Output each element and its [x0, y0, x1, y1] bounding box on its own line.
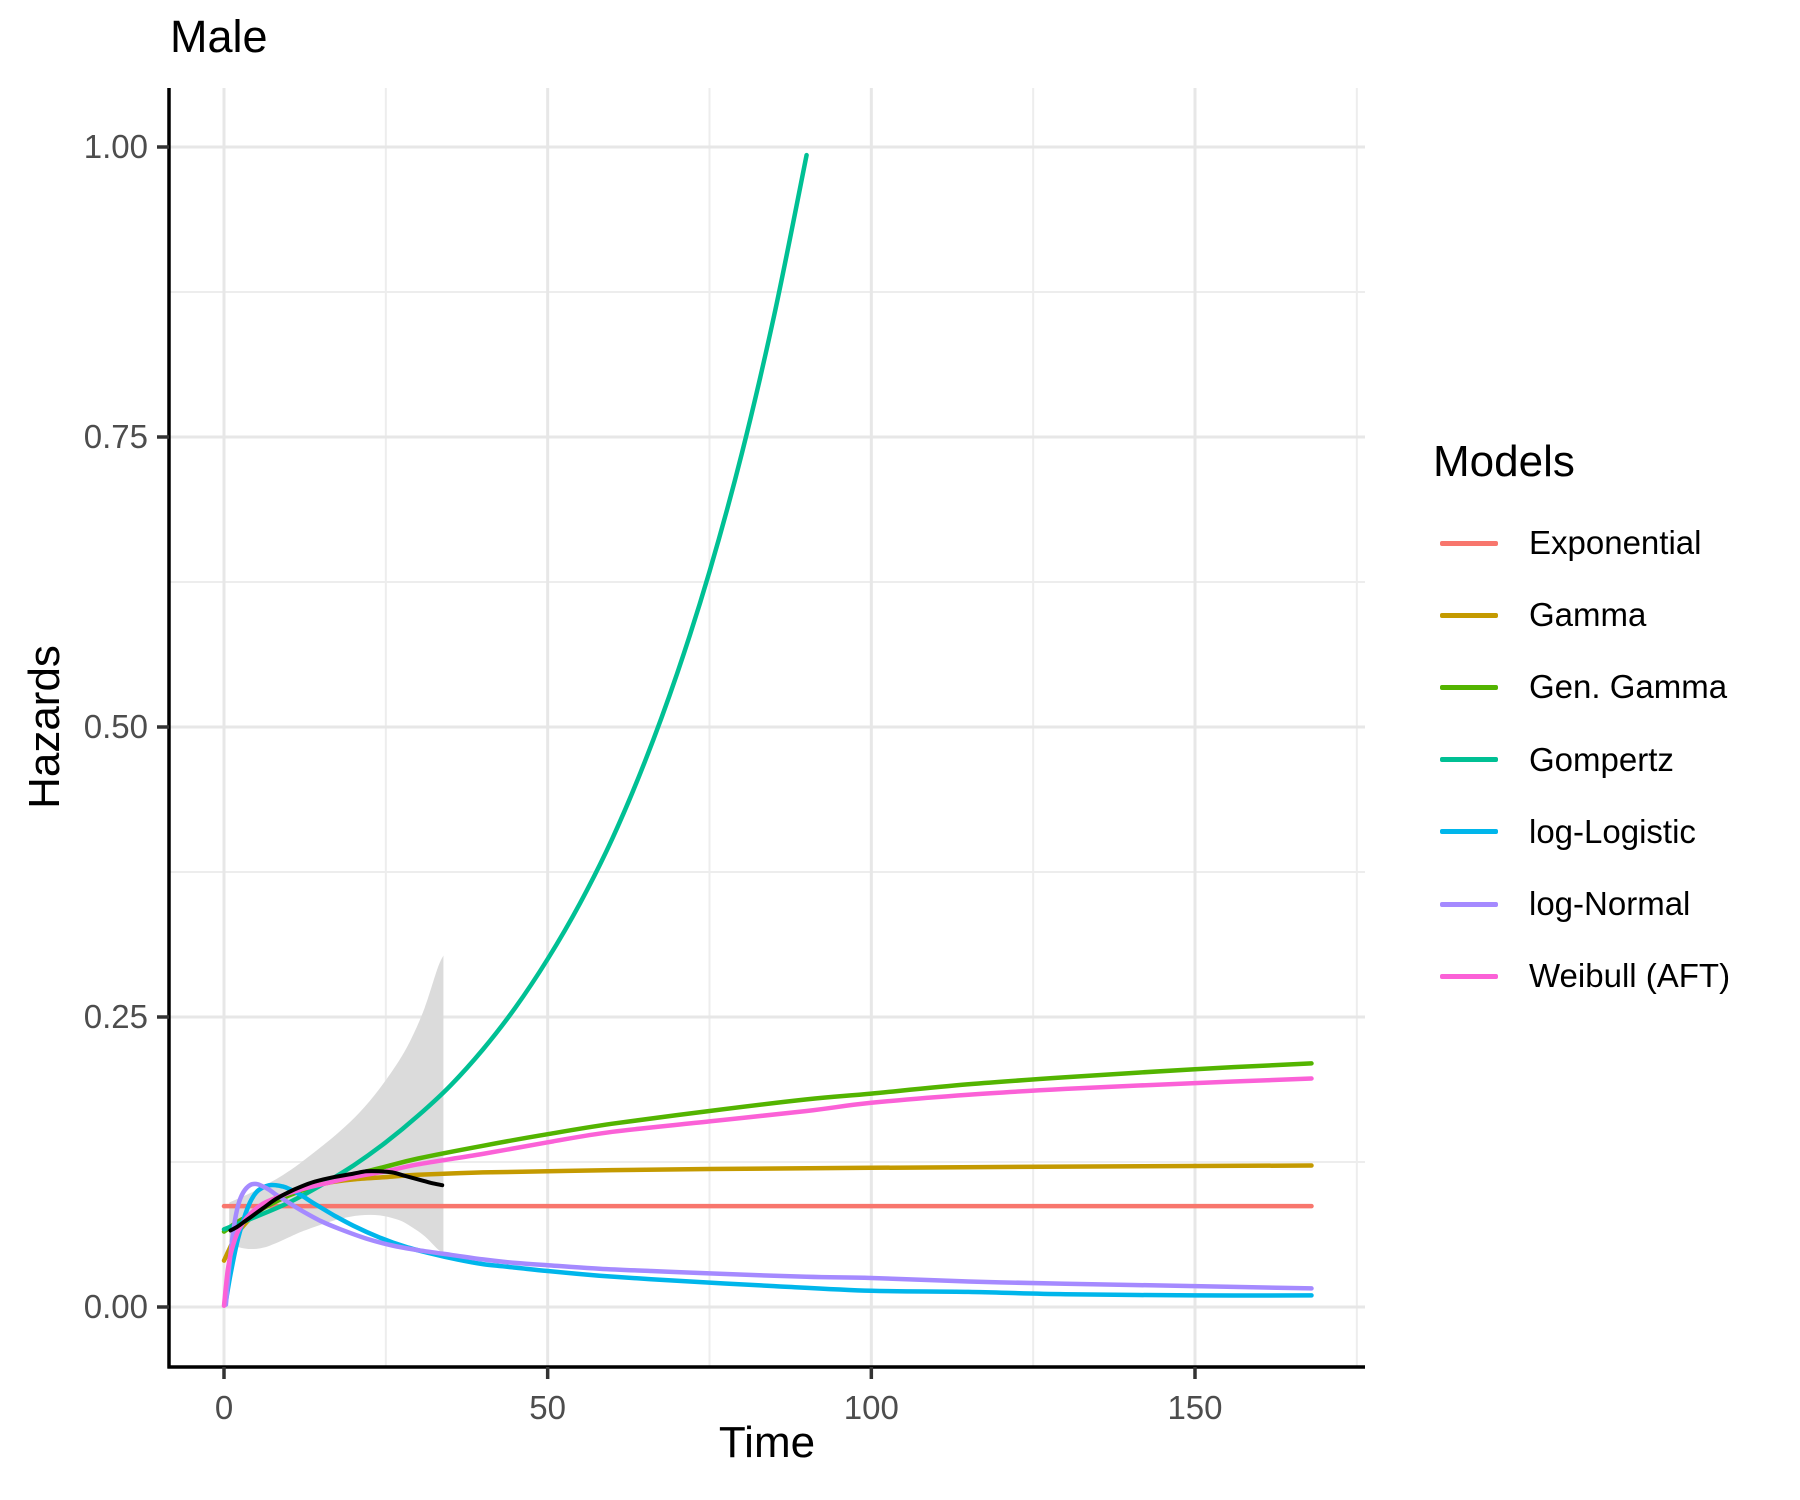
y-tick-label: 0.75: [83, 418, 148, 455]
legend-label: Gompertz: [1529, 740, 1674, 778]
legend-item-exponential: Exponential: [1440, 521, 1701, 565]
legend-label: log-Logistic: [1529, 812, 1696, 850]
observed-hazard-line: [228, 1169, 445, 1233]
legend-key-line-gen-gamma: [1440, 684, 1498, 690]
legend-label: Gen. Gamma: [1529, 668, 1728, 706]
confidence-band: [229, 955, 444, 1254]
legend-item-gompertz: Gompertz: [1440, 738, 1674, 782]
legend-item-gamma: Gamma: [1440, 593, 1646, 637]
x-tick-label: 50: [529, 1389, 567, 1426]
legend-item-weibull-aft: Weibull (AFT): [1440, 954, 1730, 998]
legend-key-line-weibull-aft: [1440, 973, 1498, 979]
legend-item-log-logistic: log-Logistic: [1440, 810, 1696, 854]
x-tick-label: 150: [1167, 1389, 1223, 1426]
legend-title: Models: [1433, 437, 1575, 486]
x-tick-label: 100: [843, 1389, 899, 1426]
legend-label: log-Normal: [1529, 885, 1691, 922]
series-line-log-normal: [223, 1181, 1314, 1307]
legend-key-line-gamma: [1440, 612, 1498, 618]
legend-label: Weibull (AFT): [1529, 957, 1731, 995]
legend-label: Exponential: [1529, 524, 1702, 561]
legend-key-line-exponential: [1440, 540, 1498, 546]
legend-key-line-gompertz: [1440, 757, 1498, 763]
legend-key-line-log-normal: [1440, 901, 1498, 907]
y-tick-label: 1.00: [83, 128, 148, 165]
legend-item-log-normal: log-Normal: [1440, 882, 1690, 926]
legend-key-line-log-logistic: [1440, 829, 1498, 835]
y-tick-label: 0.25: [83, 998, 148, 1035]
x-tick-label: 0: [214, 1389, 234, 1426]
y-tick-label: 0.50: [83, 708, 148, 745]
legend-item-gen-gamma: Gen. Gamma: [1440, 665, 1727, 709]
y-tick-label: 0.00: [83, 1288, 148, 1325]
legend-label: Gamma: [1529, 596, 1647, 634]
x-axis-title: Time: [718, 1418, 816, 1467]
series-line-gompertz: [221, 152, 809, 1232]
plot-title: Male: [170, 11, 268, 62]
